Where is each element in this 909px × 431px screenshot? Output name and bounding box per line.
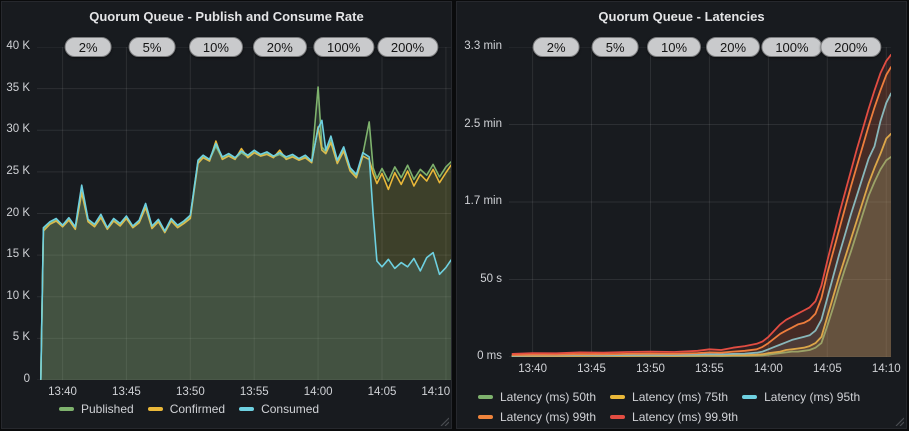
legend-series-label: Published — [81, 402, 134, 416]
legend-item[interactable]: Latency (ms) 50th — [478, 390, 596, 404]
x-axis-tick-label: 13:40 — [518, 363, 547, 375]
y-axis-tick-label: 25 K — [6, 164, 30, 177]
panel-latencies: Quorum Queue - Latencies 0 ms 50 s 1.7 min… — [456, 1, 907, 429]
y-axis-tick-label: 50 s — [480, 272, 502, 285]
annotation-pill[interactable]: 200% — [820, 37, 882, 57]
x-axis-tick-label: 13:50 — [175, 386, 205, 398]
legend-series-swatch-icon — [478, 415, 493, 419]
panel-title[interactable]: Quorum Queue - Latencies — [598, 9, 765, 24]
annotation-pill[interactable]: 5% — [591, 37, 639, 57]
y-axis-tick-label: 2.5 min — [464, 117, 502, 130]
x-axis-tick-label: 13:50 — [636, 363, 665, 375]
x-axis-tick-label: 13:40 — [48, 386, 77, 398]
y-axis-tick-label: 3.3 min — [464, 40, 502, 52]
legend-series-swatch-icon — [478, 395, 493, 399]
annotation-pill[interactable]: 5% — [128, 37, 176, 57]
legend-row: Latency (ms) 99th Latency (ms) 99.9th — [478, 410, 860, 424]
legend-item[interactable]: Latency (ms) 99.9th — [610, 410, 738, 424]
x-axis-tick-label: 14:10 — [871, 363, 901, 375]
x-axis-tick-label: 13:55 — [695, 363, 724, 375]
legend-series-label: Latency (ms) 95th — [764, 390, 861, 404]
rate-chart-legend: Published Confirmed Consumed — [59, 402, 319, 416]
x-axis-tick-label: 13:45 — [112, 386, 141, 398]
x-axis-tick-label: 14:00 — [303, 386, 333, 398]
y-axis-tick-label: 30 K — [6, 123, 30, 136]
y-axis-tick-label: 40 K — [6, 40, 30, 52]
legend-item[interactable]: Latency (ms) 95th — [742, 390, 860, 404]
y-axis-tick-label: 10 K — [6, 289, 30, 302]
legend-series-swatch-icon — [147, 407, 163, 411]
x-axis-tick-label: 14:05 — [812, 363, 842, 375]
y-axis-tick-label: 0 ms — [477, 350, 502, 362]
latency-chart-plot-area[interactable] — [509, 47, 891, 357]
legend-row: Published Confirmed Consumed — [59, 402, 319, 416]
panel-resize-handle-icon[interactable] — [895, 417, 904, 426]
panel-title[interactable]: Quorum Queue - Publish and Consume Rate — [89, 9, 364, 24]
legend-item[interactable]: Consumed — [239, 402, 319, 416]
annotation-pill[interactable]: 100% — [761, 37, 823, 57]
legend-series-label: Consumed — [261, 402, 320, 416]
y-axis-tick-label: 5 K — [12, 331, 30, 344]
annotation-pill[interactable]: 2% — [64, 37, 112, 57]
annotation-pill[interactable]: 20% — [705, 37, 761, 57]
legend-item[interactable]: Published — [59, 402, 134, 416]
x-axis-tick-label: 14:10 — [421, 386, 451, 398]
x-axis-tick-label: 14:05 — [367, 386, 397, 398]
x-axis-tick-label: 13:45 — [577, 363, 606, 375]
legend-series-swatch-icon — [59, 407, 74, 411]
legend-series-label: Latency (ms) 99.9th — [632, 410, 739, 424]
legend-item[interactable]: Latency (ms) 99th — [478, 410, 596, 424]
legend-row: Latency (ms) 50th Latency (ms) 75th Latenc… — [478, 390, 860, 404]
legend-item[interactable]: Latency (ms) 75th — [610, 390, 728, 404]
legend-series-swatch-icon — [239, 407, 255, 411]
panel-publish-consume-rate: Quorum Queue - Publish and Consume Rate … — [1, 1, 452, 429]
annotation-pill[interactable]: 2% — [532, 37, 580, 57]
x-axis-tick-label: 14:00 — [753, 363, 783, 375]
legend-series-swatch-icon — [742, 395, 758, 399]
legend-series-label: Confirmed — [169, 402, 226, 416]
y-axis-tick-label: 20 K — [6, 206, 30, 219]
annotation-pill[interactable]: 20% — [252, 37, 307, 57]
y-axis-tick-label: 35 K — [6, 81, 30, 94]
annotation-pill[interactable]: 100% — [313, 37, 375, 57]
y-axis-tick-label: 15 K — [6, 248, 30, 261]
y-axis-tick-label: 0 — [23, 373, 30, 385]
legend-series-swatch-icon — [610, 415, 626, 419]
annotation-pill[interactable]: 200% — [376, 37, 439, 57]
y-axis-tick-label: 1.7 min — [464, 195, 502, 207]
latency-chart-legend: Latency (ms) 50th Latency (ms) 75th Latenc… — [478, 390, 860, 424]
rate-chart-plot-area[interactable] — [37, 47, 451, 380]
legend-item[interactable]: Confirmed — [147, 402, 226, 416]
x-axis-tick-label: 13:55 — [239, 386, 269, 398]
legend-series-label: Latency (ms) 50th — [500, 390, 597, 404]
panel-resize-handle-icon[interactable] — [440, 417, 449, 426]
annotation-pill[interactable]: 10% — [188, 37, 243, 57]
legend-series-label: Latency (ms) 75th — [632, 390, 729, 404]
legend-series-label: Latency (ms) 99th — [500, 410, 597, 424]
annotation-pill[interactable]: 10% — [647, 37, 702, 57]
legend-series-swatch-icon — [610, 395, 626, 399]
